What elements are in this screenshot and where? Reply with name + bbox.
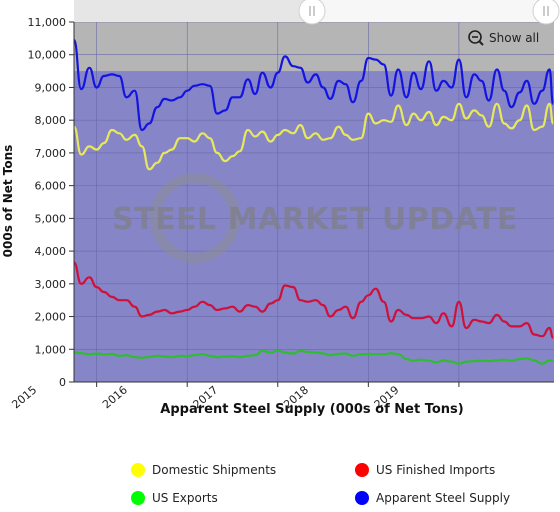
legend: Domestic Shipments US Finished Imports US … xyxy=(131,463,510,505)
y-tick-labels: 0 1,000 2,000 3,000 4,000 5,000 6,000 7,000 8,00… xyxy=(28,16,74,389)
navigator-band xyxy=(74,22,554,72)
y-tick-label: 3,000 xyxy=(35,278,67,291)
legend-item[interactable]: US Finished Imports xyxy=(355,463,495,477)
x-tick-label: 2016 xyxy=(100,383,130,411)
y-tick-label: 0 xyxy=(59,376,66,389)
series-line-us-finished-imports xyxy=(72,261,554,339)
show-all-label[interactable]: Show all xyxy=(489,31,539,45)
watermark-logo: STEEL MARKET UPDATE xyxy=(112,173,518,263)
series-line-us-exports xyxy=(73,349,554,365)
y-tick-label: 11,000 xyxy=(28,16,67,29)
series-line-domestic-shipments xyxy=(72,102,555,171)
zoom-out-icon xyxy=(468,30,484,46)
legend-marker xyxy=(355,463,369,477)
y-tick-label: 5,000 xyxy=(35,212,67,225)
y-tick-label: 9,000 xyxy=(35,81,67,94)
legend-label: Domestic Shipments xyxy=(152,463,276,477)
scroll-thumb[interactable] xyxy=(312,0,544,22)
watermark-text: STEEL MARKET UPDATE xyxy=(112,202,518,237)
legend-item[interactable]: Domestic Shipments xyxy=(131,463,276,477)
y-tick-label: 6,000 xyxy=(35,180,67,193)
x-axis-title: Apparent Steel Supply (000s of Net Tons) xyxy=(160,402,463,417)
legend-item[interactable]: US Exports xyxy=(131,491,218,505)
legend-marker xyxy=(355,491,369,505)
series-line-apparent-steel-supply xyxy=(72,38,555,132)
watermark-ring xyxy=(150,173,240,263)
navigator-band-area xyxy=(74,22,554,72)
y-tick-label: 10,000 xyxy=(28,49,67,62)
scroll-handle-left[interactable] xyxy=(298,0,326,25)
y-tick-label: 7,000 xyxy=(35,147,67,160)
y-axis-title: 000s of Net Tons xyxy=(1,145,15,258)
scroll-handle-right[interactable] xyxy=(532,0,560,25)
legend-label: US Finished Imports xyxy=(376,463,495,477)
y-tick-label: 8,000 xyxy=(35,114,67,127)
legend-label: US Exports xyxy=(152,491,218,505)
y-tick-label: 2,000 xyxy=(35,311,67,324)
legend-marker xyxy=(131,463,145,477)
y-tick-label: 4,000 xyxy=(35,245,67,258)
series-lines xyxy=(72,38,555,365)
y-tick-label: 1,000 xyxy=(35,343,67,356)
scroll-navigator[interactable] xyxy=(74,0,560,25)
legend-item[interactable]: Apparent Steel Supply xyxy=(355,491,510,505)
legend-marker xyxy=(131,491,145,505)
show-all-button[interactable]: Show all xyxy=(462,26,546,50)
axes xyxy=(73,22,554,383)
x-tick-label: 2015 xyxy=(9,383,39,411)
legend-label: Apparent Steel Supply xyxy=(376,491,510,505)
